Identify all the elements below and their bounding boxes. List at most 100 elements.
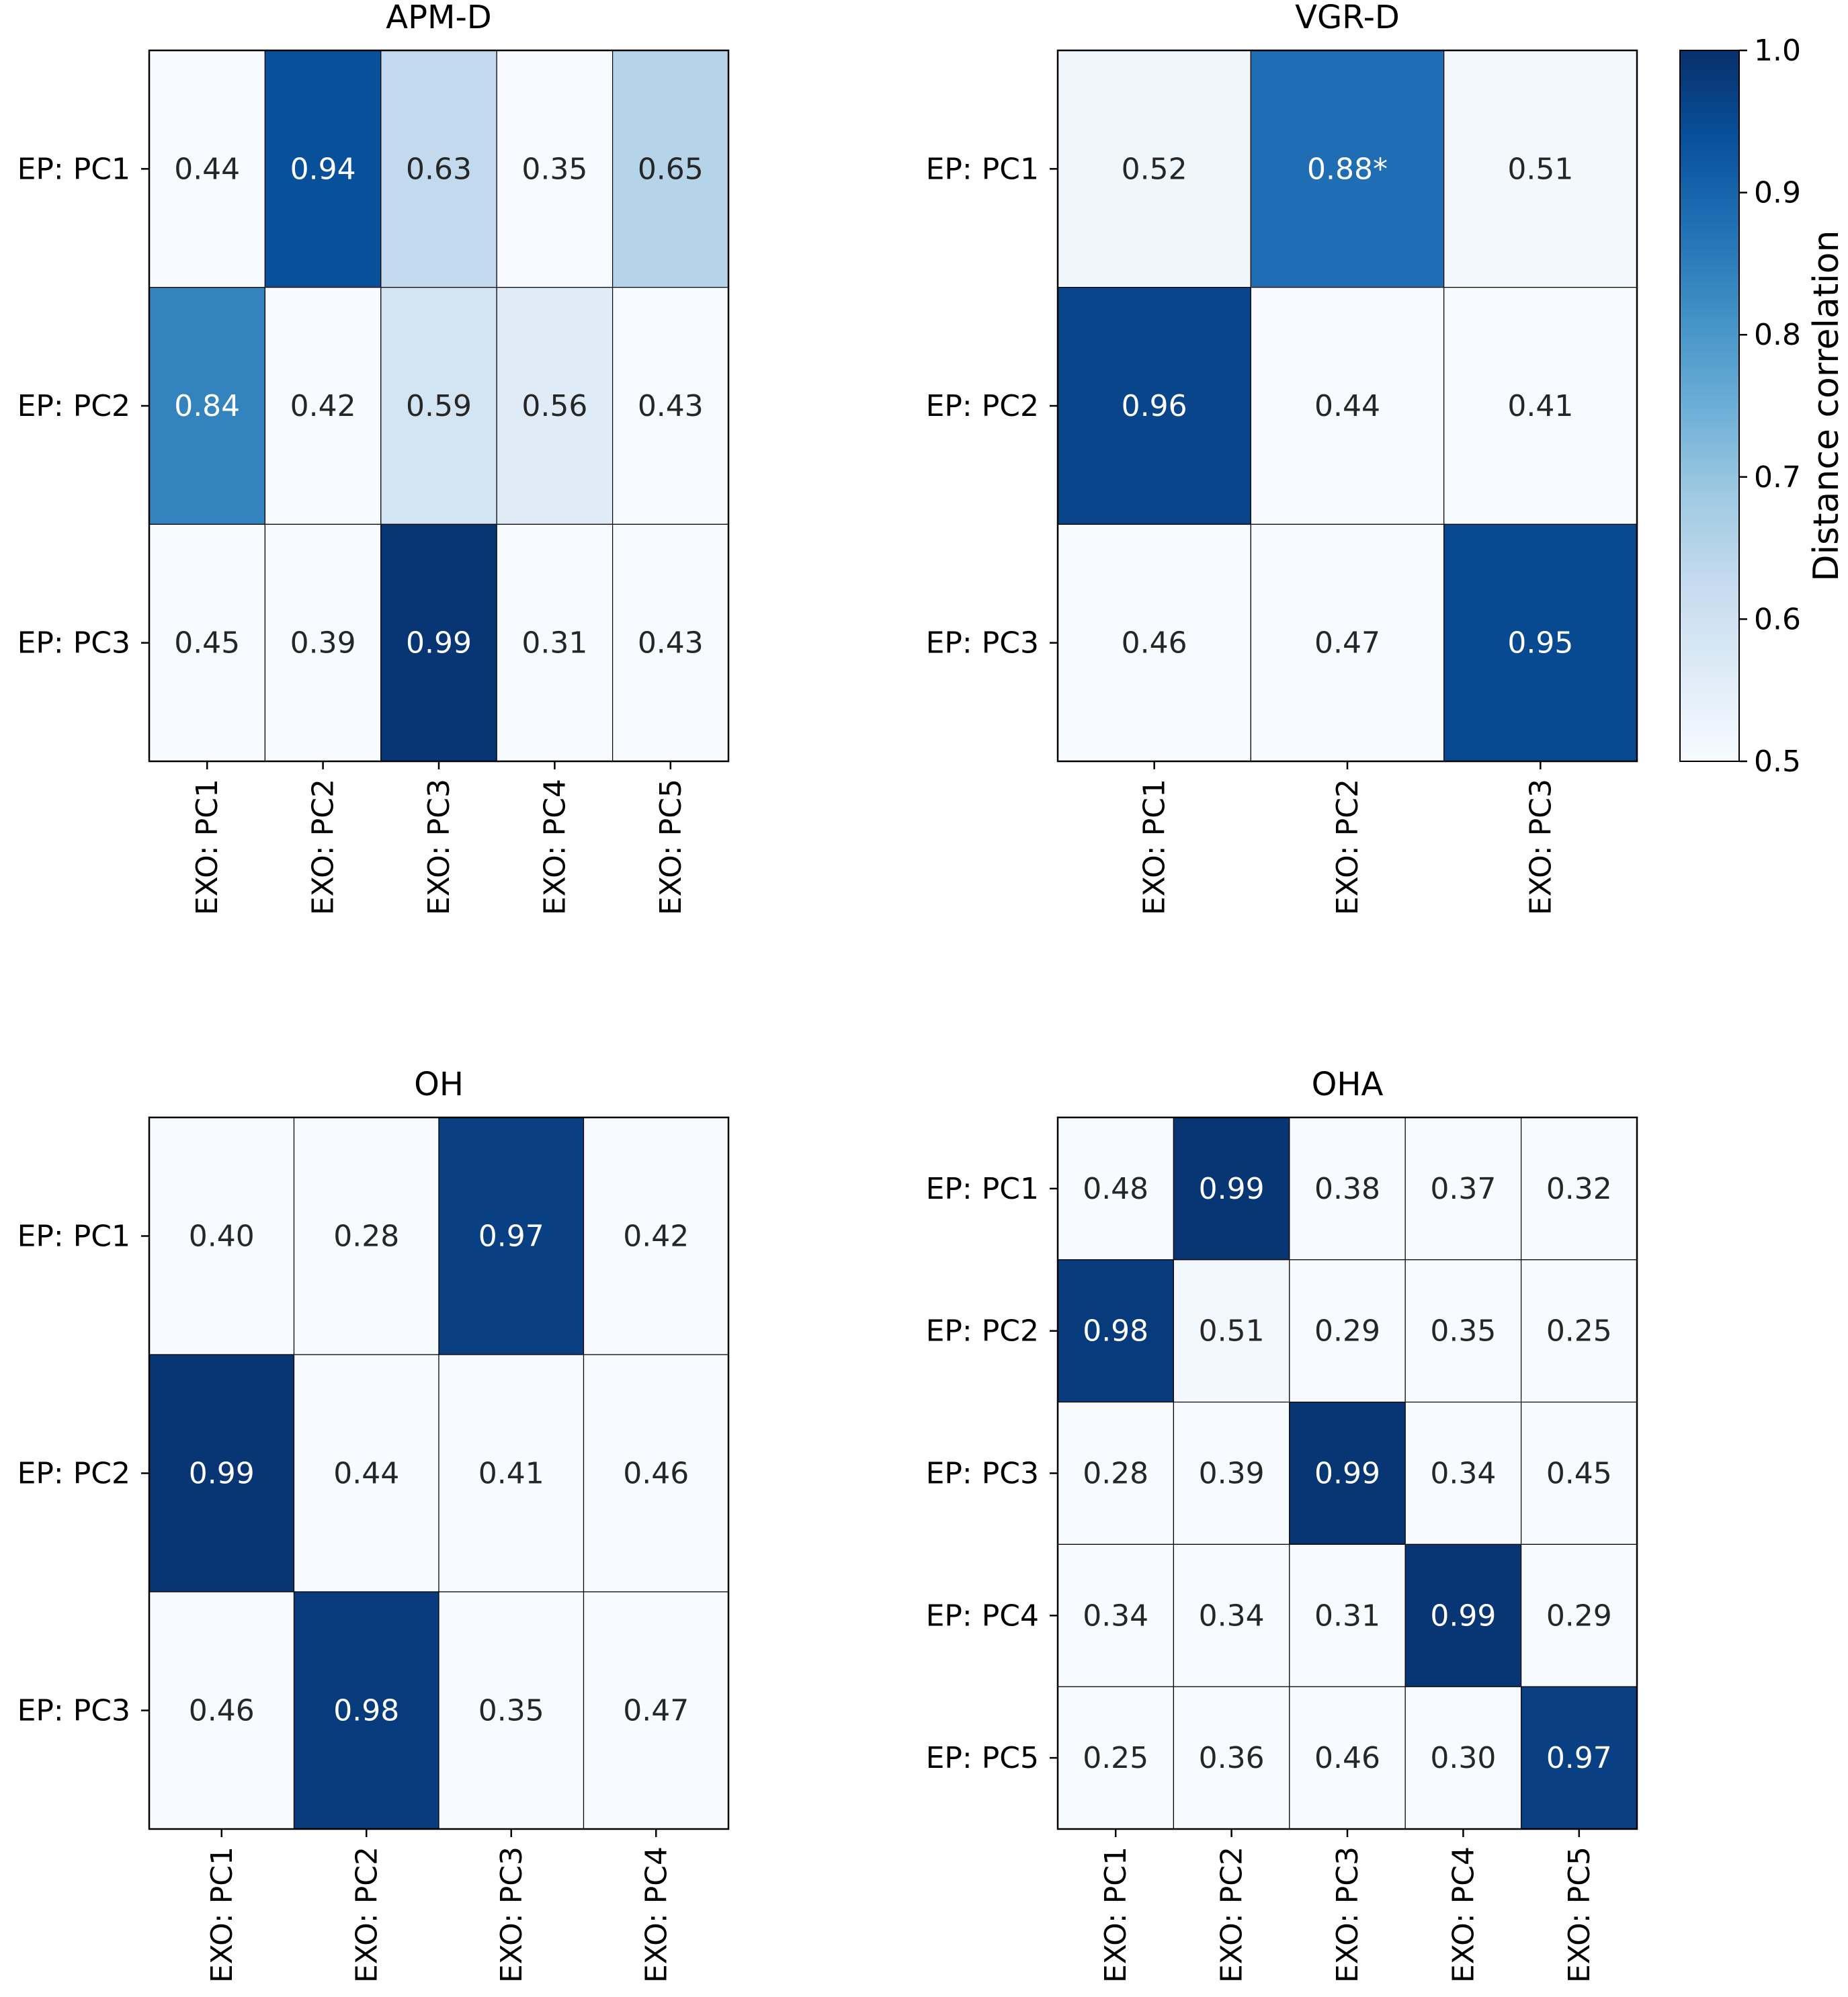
heatmap-cell [496,50,614,288]
x-tick-label: EXO: PC1 [1138,779,1172,915]
x-tick-label: EXO: PC3 [1523,779,1558,915]
heatmap-cell [1289,1402,1406,1545]
cell-value-label: 0.41 [1507,389,1573,423]
heatmap-cell [1250,287,1445,525]
heatmap-cell [1404,1259,1522,1403]
heatmap-cell [1289,1117,1406,1261]
heatmap-cell [149,287,265,525]
cell-value-label: 0.36 [1199,1741,1265,1775]
heatmap-cell [1289,1543,1406,1687]
cell-value-label: 0.99 [1430,1599,1496,1633]
heatmap-oha: OHA 0.48 0.99 0.38 0.37 0.32 0.98 0.51 0.29 0.35… [926,1066,1638,1983]
cell-value-label: 0.96 [1122,389,1187,423]
heatmap-cell [1173,1686,1290,1830]
cell-value-label: 0.48 [1083,1172,1148,1206]
cell-value-label: 0.52 [1122,152,1187,186]
x-tick-label: EXO: PC4 [538,779,572,915]
heatmap-cell [380,287,497,525]
x-tick-label: EXO: PC5 [1562,1846,1597,1983]
heatmap-cell [1173,1259,1290,1403]
cell-value-label: 0.44 [1314,389,1380,423]
heatmap-cell [149,1117,295,1355]
cell-value-label: 0.34 [1430,1457,1496,1491]
cell-value-label: 0.46 [189,1694,255,1728]
x-tick-label: EXO: PC5 [654,779,688,915]
cell-value-label: 0.31 [1314,1599,1380,1633]
y-tick-label: EP: PC3 [926,1457,1039,1491]
cell-value-label: 0.59 [406,389,472,423]
cell-value-label: 0.29 [1546,1599,1612,1633]
heatmap-cell [612,50,729,288]
heatmap-cell [1173,1402,1290,1545]
cell-value-label: 0.38 [1314,1172,1380,1206]
y-tick-label: EP: PC4 [926,1599,1039,1633]
y-tick-label: EP: PC1 [926,152,1039,186]
heatmap-cell [438,1117,585,1355]
cell-value-label: 0.35 [521,152,587,186]
cell-value-label: 0.35 [1430,1314,1496,1349]
colorbar-tick-label: 0.6 [1754,602,1801,636]
cell-value-label: 0.65 [638,152,704,186]
cell-value-label: 0.47 [623,1694,689,1728]
cell-value-label: 0.95 [1507,626,1573,661]
x-tick-label: EXO: PC3 [495,1846,529,1983]
y-tick-label: EP: PC2 [926,389,1039,423]
cell-value-label: 0.94 [290,152,356,186]
cell-value-label: 0.97 [478,1220,544,1254]
colorbar-tick-label: 0.8 [1754,318,1801,352]
cell-value-label: 0.43 [638,626,704,661]
cell-value-label: 0.40 [189,1220,255,1254]
colorbar-tick-label: 0.9 [1754,176,1801,210]
heatmap-cell [149,1591,295,1830]
heatmap-cell [1443,50,1638,288]
heatmap-cell [583,1354,729,1592]
heatmap-cell [1404,1402,1522,1545]
y-tick-label: EP: PC2 [17,1457,130,1491]
cell-value-label: 0.46 [1314,1741,1380,1775]
y-tick-label: EP: PC2 [926,1314,1039,1349]
heatmap-oh: OH 0.40 0.28 0.97 0.42 0.99 0.44 0.41 0.46 0.46 0… [17,1066,730,1983]
cell-value-label: 0.46 [1122,626,1187,661]
cell-value-label: 0.28 [333,1220,399,1254]
cell-value-label: 0.37 [1430,1172,1496,1206]
y-tick-label: EP: PC5 [926,1741,1039,1775]
x-tick-label: EXO: PC3 [1331,1846,1365,1983]
cell-value-label: 0.44 [174,152,240,186]
heatmap-cell [293,1591,439,1830]
cell-value-label: 0.99 [189,1457,255,1491]
heatmap-cell [264,287,382,525]
x-tick-label: EXO: PC2 [306,779,341,915]
cell-value-label: 0.45 [174,626,240,661]
cell-value-label: 0.45 [1546,1457,1612,1491]
x-tick-label: EXO: PC2 [1331,779,1365,915]
cell-value-label: 0.51 [1507,152,1573,186]
cell-value-label: 0.32 [1546,1172,1612,1206]
x-tick-label: EXO: PC4 [639,1846,673,1983]
colorbar-tick-label: 0.7 [1754,460,1801,495]
cell-value-label: 0.35 [478,1694,544,1728]
cell-value-label: 0.99 [1314,1457,1380,1491]
cell-value-label: 0.31 [521,626,587,661]
panel-title: VGR-D [1295,0,1400,36]
cell-value-label: 0.42 [290,389,356,423]
heatmap-cell [149,50,265,288]
heatmap-cell [438,1591,585,1830]
colorbar-tick-label: 1.0 [1754,34,1801,68]
cell-value-label: 0.41 [478,1457,544,1491]
heatmap-cell [1057,1543,1174,1687]
heatmap-cell [264,50,382,288]
heatmap-cell [1173,1117,1290,1261]
panel-title: OHA [1312,1066,1384,1103]
heatmap-cell [1521,1117,1638,1261]
cell-value-label: 0.47 [1314,626,1380,661]
cell-value-label: 0.34 [1199,1599,1265,1633]
heatmap-cell [1057,523,1251,762]
cell-value-label: 0.29 [1314,1314,1380,1349]
heatmap-cell [583,1591,729,1830]
heatmap-cell [1057,50,1251,288]
y-tick-label: EP: PC2 [17,389,130,423]
cell-value-label: 0.63 [406,152,472,186]
heatmap-cell [612,287,729,525]
cell-value-label: 0.30 [1430,1741,1496,1775]
